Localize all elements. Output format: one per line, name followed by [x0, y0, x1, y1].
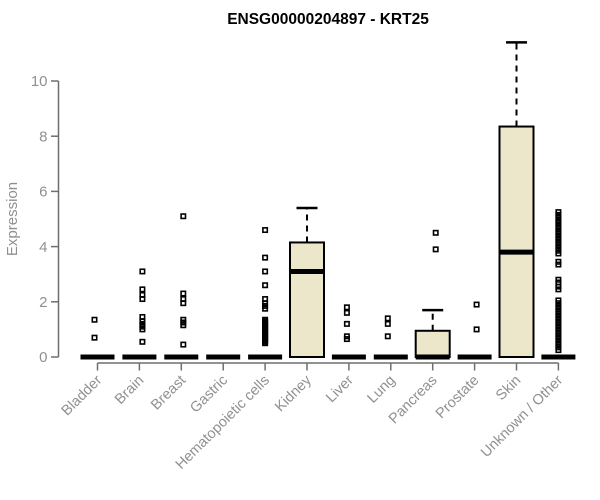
outlier-point — [180, 213, 187, 220]
outlier-point — [432, 229, 439, 236]
zero-box-median — [541, 354, 576, 360]
zero-box-median — [206, 354, 241, 360]
iqr-box — [414, 329, 451, 358]
y-axis-label: Expression — [4, 182, 21, 256]
y-tick-label: 8 — [39, 128, 47, 145]
box-pancreas — [414, 229, 451, 360]
box-skin — [498, 41, 535, 359]
outlier-point — [139, 313, 146, 320]
box-prostate — [457, 301, 492, 360]
outlier-point — [555, 258, 562, 265]
x-tick-label-skin: Skin — [493, 373, 524, 404]
outlier-point — [432, 246, 439, 253]
zero-box-median — [248, 354, 283, 360]
x-tick-label-breast: Breast — [148, 373, 189, 414]
box-unknown-other — [541, 209, 576, 360]
outlier-point — [91, 316, 98, 323]
box-brain — [122, 268, 157, 360]
iqr-box — [289, 241, 325, 359]
box-bladder — [80, 316, 115, 360]
chart-title: ENSG00000204897 - KRT25 — [227, 11, 429, 28]
x-tick-label-bladder: Bladder — [59, 372, 106, 419]
outlier-point — [555, 276, 562, 283]
zero-box-median — [331, 354, 366, 360]
outlier-point — [343, 320, 350, 327]
zero-box-median — [80, 354, 115, 360]
outlier-point — [139, 286, 146, 293]
box-liver — [331, 304, 366, 360]
y-tick-label: 2 — [39, 294, 47, 311]
box-breast — [164, 213, 199, 360]
outlier-point — [384, 320, 391, 327]
y-tick-label: 6 — [39, 184, 47, 201]
outlier-point — [180, 296, 187, 303]
zero-box-median — [122, 354, 157, 360]
zero-box-median — [457, 354, 492, 360]
outlier-point — [139, 291, 146, 298]
outlier-point — [473, 326, 480, 333]
box-hematopoietic-cells — [248, 227, 283, 360]
outlier-point — [139, 338, 146, 345]
x-tick-label-kidney: Kidney — [272, 372, 315, 415]
outlier-point — [262, 296, 269, 303]
outlier-point — [343, 333, 350, 340]
outlier-point — [91, 334, 98, 341]
y-tick-label: 0 — [39, 349, 47, 366]
outlier-point — [262, 227, 269, 234]
x-tick-label-prostate: Prostate — [433, 373, 482, 422]
x-tick-label-brain: Brain — [112, 373, 147, 408]
iqr-box — [498, 125, 535, 359]
outlier-point — [343, 304, 350, 311]
outlier-point — [555, 209, 562, 216]
outlier-point — [555, 297, 562, 304]
outlier-point — [262, 254, 269, 261]
box-kidney — [289, 206, 325, 359]
outlier-point — [262, 268, 269, 275]
x-tick-label-liver: Liver — [323, 372, 357, 406]
y-tick-label: 10 — [31, 73, 48, 90]
outlier-point — [384, 315, 391, 322]
y-tick-label: 4 — [39, 239, 47, 256]
box-lung — [373, 315, 408, 360]
x-tick-label-lung: Lung — [364, 373, 398, 407]
zero-box-median — [164, 354, 199, 360]
box-gastric — [206, 354, 241, 360]
outlier-point — [180, 316, 187, 323]
outlier-point — [473, 301, 480, 308]
outlier-point — [262, 316, 269, 323]
outlier-point — [180, 341, 187, 348]
outlier-point — [384, 333, 391, 340]
outlier-point — [343, 309, 350, 316]
zero-box-median — [373, 354, 408, 360]
outlier-point — [262, 282, 269, 289]
outlier-point — [180, 290, 187, 297]
outlier-point — [139, 268, 146, 275]
